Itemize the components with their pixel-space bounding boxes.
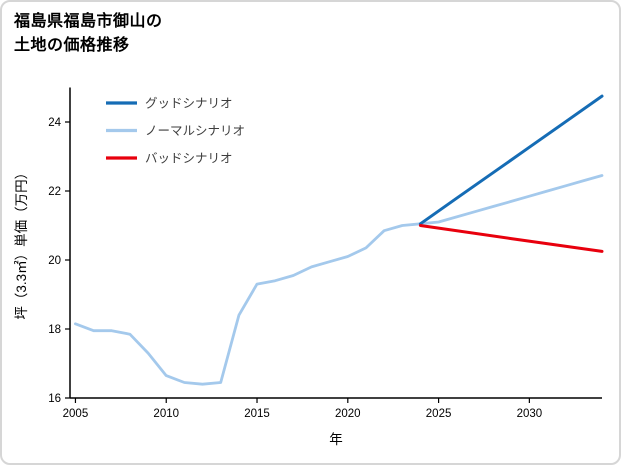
x-axis-label: 年 [329, 432, 343, 447]
series-line-グッドシナリオ [418, 94, 604, 226]
legend-label-ノーマルシナリオ: ノーマルシナリオ [145, 124, 245, 138]
y-tick-label: 22 [48, 186, 61, 198]
y-tick-label: 24 [48, 117, 61, 129]
series-line-ノーマルシナリオ [74, 174, 604, 386]
y-tick-label: 16 [48, 393, 61, 405]
x-tick-label: 2015 [244, 408, 270, 420]
legend-label-グッドシナリオ: グッドシナリオ [145, 97, 233, 111]
legend-label-バッドシナリオ: バッドシナリオ [145, 152, 233, 166]
chart-title-line1: 福島県福島市御山の [14, 13, 163, 30]
chart-title: 福島県福島市御山の 土地の価格推移 [14, 10, 163, 58]
x-tick-label: 2025 [426, 408, 452, 420]
series-line-バッドシナリオ [418, 224, 604, 253]
x-tick-label: 2010 [153, 408, 179, 420]
x-tick-label: 2030 [517, 408, 543, 420]
y-tick-label: 18 [48, 324, 61, 336]
y-tick-label: 20 [48, 255, 61, 267]
y-axis-label: 坪（3.3㎡）単価（万円） [14, 166, 29, 320]
chart-title-line2: 土地の価格推移 [14, 37, 130, 54]
x-tick-label: 2020 [335, 408, 361, 420]
x-tick-label: 2005 [63, 408, 89, 420]
